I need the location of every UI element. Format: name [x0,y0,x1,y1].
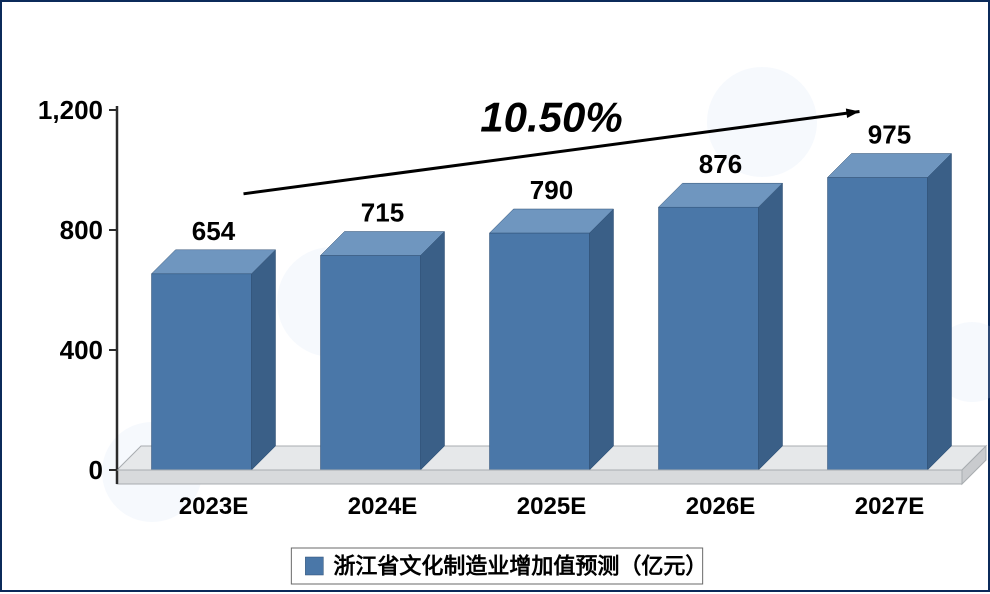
chart-frame: 0 400 800 1,200 654 715 790 876 975 10.50% 2023… [0,0,990,592]
legend-label: 浙江省文化制造业增加值预测（亿元） [333,554,707,579]
bar [828,178,928,471]
category-label: 2026E [686,493,755,520]
bar [490,233,590,470]
category-label: 2024E [348,493,417,520]
growth-rate-label: 10.50% [480,94,622,141]
bar-side [759,183,783,470]
svg-text:800: 800 [60,215,103,245]
bar-chart-3d: 0 400 800 1,200 654 715 790 876 975 10.50% 2023… [2,2,990,594]
category-label: 2025E [517,493,586,520]
bar-side [590,209,614,470]
bar [659,207,759,470]
bar-side [421,232,445,471]
svg-text:0: 0 [89,455,103,485]
category-label: 2027E [855,493,924,520]
bars-group: 654 715 790 876 975 [152,120,952,471]
bar [152,274,252,470]
bar-value-label: 654 [192,216,236,246]
bar-value-label: 876 [699,149,742,179]
bar-value-label: 790 [530,175,573,205]
bar-side [928,154,952,471]
legend-swatch [305,557,323,575]
y-axis: 0 400 800 1,200 [38,95,117,485]
category-label: 2023E [179,493,248,520]
svg-text:400: 400 [60,335,103,365]
category-labels: 2023E 2024E 2025E 2026E 2027E [179,493,924,520]
bar-side [252,250,276,470]
bar-value-label: 715 [361,198,404,228]
svg-text:1,200: 1,200 [38,95,103,125]
legend: 浙江省文化制造业增加值预测（亿元） [291,548,707,584]
bar-value-label: 975 [868,120,911,150]
bar [321,256,421,471]
